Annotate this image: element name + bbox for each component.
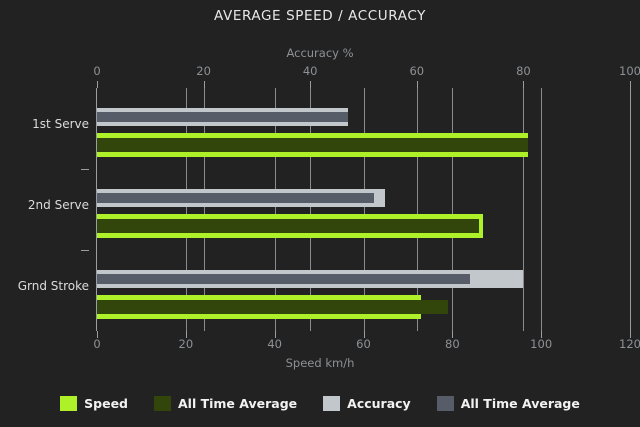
top-axis-title: Accuracy % [286, 46, 354, 60]
axis-tickmark [310, 81, 312, 88]
bar-accuracy-all-time-average [97, 274, 471, 284]
category-separator [81, 169, 89, 170]
axis-tickmark [274, 331, 276, 338]
axis-tick-label: 100 [619, 64, 640, 78]
axis-tickmark [203, 81, 205, 88]
gridline-accuracy [310, 88, 312, 331]
bar-speed-all-time-average [97, 219, 479, 233]
legend-item[interactable]: All Time Average [154, 396, 297, 411]
legend-swatch-icon [60, 396, 78, 411]
gridline-speed [452, 88, 454, 331]
axis-tickmark [541, 331, 543, 338]
axis-tickmark [363, 331, 365, 338]
plot-area [96, 88, 631, 331]
chart-title: AVERAGE SPEED / ACCURACY [214, 8, 426, 24]
bottom-axis-ticks: 0 20 40 60 80 100 120 [0, 337, 640, 351]
category-label: 1st Serve [32, 117, 89, 131]
axis-tick-label: 100 [530, 337, 553, 351]
top-axis-ticks: 0 20 40 60 80 100 [0, 64, 640, 78]
bar-accuracy-all-time-average [97, 193, 375, 203]
axis-tick-label: 0 [93, 64, 101, 78]
gridline-accuracy [523, 88, 525, 331]
axis-tick-label: 0 [93, 337, 101, 351]
axis-tickmark [630, 81, 631, 88]
category-label: Grnd Stroke [17, 279, 89, 293]
axis-tickmark [185, 331, 187, 338]
chart-legend: Speed All Time Average Accuracy All Time Av… [0, 396, 640, 411]
legend-label: All Time Average [460, 396, 580, 411]
gridline-speed [274, 88, 276, 331]
axis-tick-label: 80 [445, 337, 460, 351]
axis-tickmark [452, 331, 454, 338]
axis-tickmark [630, 331, 631, 338]
axis-tickmark [523, 81, 525, 88]
gridline-speed [541, 88, 543, 331]
gridline-speed [185, 88, 187, 331]
bottom-axis-title: Speed km/h [285, 356, 355, 370]
axis-tickmark [97, 81, 98, 88]
axis-tick-label: 80 [516, 64, 531, 78]
bar-speed-all-time-average [97, 138, 528, 152]
category-separator [81, 250, 89, 251]
category-axis-labels: 1st Serve 2nd Serve Grnd Stroke [0, 88, 89, 331]
legend-swatch-icon [436, 396, 454, 411]
bar-accuracy-all-time-average [97, 112, 348, 122]
legend-swatch-icon [323, 396, 341, 411]
legend-label: Accuracy [347, 396, 411, 411]
axis-tick-label: 60 [409, 64, 425, 78]
bar-speed-all-time-average [97, 300, 448, 314]
axis-tick-label: 60 [356, 337, 371, 351]
gridline-accuracy [203, 88, 205, 331]
axis-tick-label: 20 [178, 337, 194, 351]
legend-item[interactable]: Speed [60, 396, 128, 411]
gridline-speed [363, 88, 365, 331]
gridline-accuracy [416, 88, 418, 331]
legend-item[interactable]: Accuracy [323, 396, 411, 411]
gridline-speed [630, 88, 631, 331]
category-label: 2nd Serve [27, 198, 89, 212]
legend-label: All Time Average [178, 396, 298, 411]
axis-tickmark [97, 331, 98, 338]
axis-tick-label: 120 [619, 337, 640, 351]
legend-item[interactable]: All Time Average [436, 396, 580, 411]
axis-tick-label: 40 [267, 337, 282, 351]
axis-tick-label: 20 [196, 64, 211, 78]
legend-swatch-icon [154, 396, 171, 411]
legend-label: Speed [84, 396, 128, 411]
axis-spine-left [96, 88, 97, 331]
axis-tick-label: 40 [302, 64, 318, 78]
axis-tickmark [416, 81, 418, 88]
